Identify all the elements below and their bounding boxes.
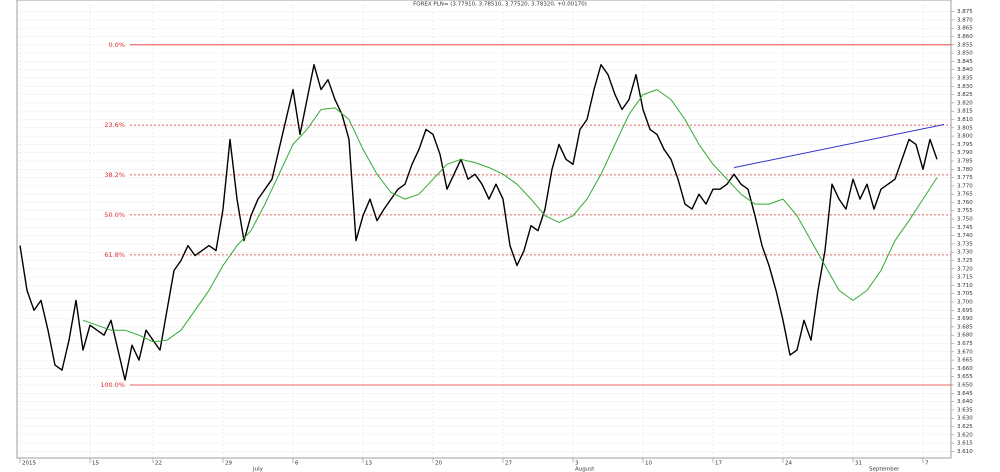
y-tick-label: 3.855	[957, 42, 973, 48]
y-tick-label: 3.710	[957, 283, 973, 289]
line-series	[19, 63, 938, 381]
y-tick-label: 3.695	[957, 308, 973, 314]
y-tick-label: 3.700	[957, 300, 973, 306]
month-label: July	[252, 467, 264, 472]
y-tick-label: 3.655	[957, 374, 973, 380]
y-tick-label: 3.830	[957, 84, 973, 90]
y-tick-label: 3.835	[957, 75, 973, 81]
x-tick-label: 6	[295, 461, 299, 467]
x-tick-label: 13	[365, 461, 372, 467]
y-tick-label: 3.745	[957, 225, 973, 231]
y-tick-label: 3.770	[957, 183, 973, 189]
x-tick-label: 27	[505, 461, 512, 467]
y-tick-label: 3.800	[957, 134, 973, 140]
y-tick-label: 3.815	[957, 109, 973, 115]
line-series	[733, 124, 945, 169]
y-tick-label: 3.740	[957, 233, 973, 239]
y-tick-label: 3.690	[957, 316, 973, 322]
x-tick-label: 20	[435, 461, 442, 467]
x-tick-label: 2015	[22, 461, 36, 467]
x-tick-label: 7	[925, 461, 929, 467]
y-tick-label: 3.660	[957, 366, 973, 372]
y-tick-label: 3.640	[957, 399, 973, 405]
y-tick-label: 3.790	[957, 150, 973, 156]
y-tick-label: 3.715	[957, 275, 973, 281]
y-tick-label: 3.650	[957, 382, 973, 388]
y-tick-label: 3.755	[957, 208, 973, 214]
fib-label: 50.0%	[104, 211, 125, 219]
y-tick-label: 3.845	[957, 59, 973, 65]
y-tick-label: 3.625	[957, 424, 973, 430]
y-tick-label: 3.850	[957, 51, 973, 57]
y-tick-label: 3.750	[957, 217, 973, 223]
x-tick-label: 10	[645, 461, 652, 467]
y-tick-label: 3.705	[957, 291, 973, 297]
plot-frame	[16, 0, 952, 459]
y-tick-label: 3.775	[957, 175, 973, 181]
fib-label: 61.8%	[104, 251, 125, 259]
y-tick-label: 3.875	[957, 9, 973, 15]
x-tick-label: 31	[855, 461, 862, 467]
y-tick-label: 3.645	[957, 391, 973, 397]
y-tick-label: 3.865	[957, 26, 973, 32]
y-tick-label: 3.670	[957, 349, 973, 355]
month-label: September	[869, 467, 900, 472]
x-tick-label: 22	[155, 461, 162, 467]
x-tick-label: 24	[785, 461, 792, 467]
y-tick-label: 3.675	[957, 341, 973, 347]
y-tick-label: 3.615	[957, 441, 973, 447]
y-tick-label: 3.780	[957, 167, 973, 173]
y-tick-label: 3.795	[957, 142, 973, 148]
y-tick-label: 3.630	[957, 416, 973, 422]
y-tick-label: 3.685	[957, 324, 973, 330]
chart-title: FOREX PLN= (3.77910, 3.78510, 3.77520, 3…	[413, 2, 587, 8]
fib-label: 0.0%	[108, 41, 125, 49]
y-tick-label: 3.760	[957, 200, 973, 206]
y-tick-label: 3.860	[957, 34, 973, 40]
fib-label: 38.2%	[104, 171, 125, 179]
y-tick-label: 3.810	[957, 117, 973, 123]
y-tick-label: 3.840	[957, 67, 973, 73]
y-tick-label: 3.725	[957, 258, 973, 264]
y-tick-label: 3.610	[957, 449, 973, 455]
y-tick-label: 3.720	[957, 266, 973, 272]
x-tick-label: 17	[715, 461, 722, 467]
y-tick-label: 3.635	[957, 407, 973, 413]
y-tick-label: 3.680	[957, 333, 973, 339]
y-tick-label: 3.735	[957, 241, 973, 247]
x-tick-label: 29	[225, 461, 232, 467]
y-tick-label: 3.665	[957, 358, 973, 364]
y-tick-label: 3.765	[957, 192, 973, 198]
fib-label: 100.0%	[100, 381, 125, 389]
y-tick-label: 3.870	[957, 17, 973, 23]
x-tick-label: 15	[92, 461, 99, 467]
line-series	[82, 89, 938, 343]
y-tick-label: 3.825	[957, 92, 973, 98]
y-tick-label: 3.785	[957, 158, 973, 164]
month-label: August	[575, 467, 595, 472]
fib-label: 23.6%	[104, 121, 125, 129]
x-tick-label: 3	[575, 461, 579, 467]
y-tick-label: 3.805	[957, 125, 973, 131]
y-tick-label: 3.620	[957, 432, 973, 438]
y-tick-label: 3.730	[957, 250, 973, 256]
y-tick-label: 3.820	[957, 100, 973, 106]
